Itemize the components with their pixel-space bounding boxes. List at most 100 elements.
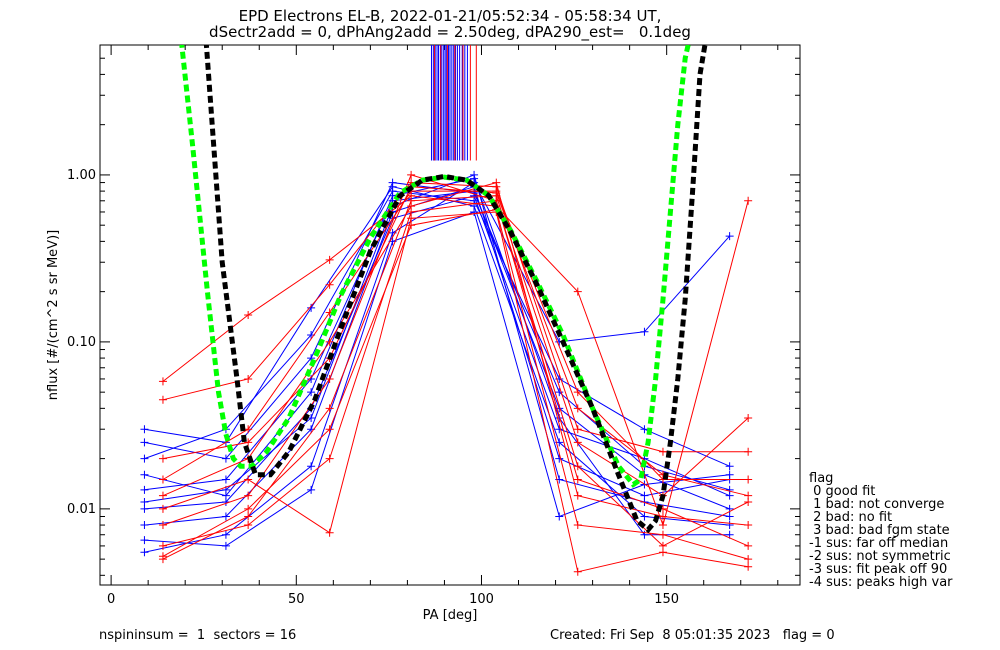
legend-item: -1 sus: far off median xyxy=(809,536,949,551)
data-point xyxy=(744,447,753,456)
legend-item: 0 good fit xyxy=(809,484,876,499)
data-point xyxy=(140,454,149,463)
data-point xyxy=(555,512,564,521)
data-point xyxy=(744,555,753,564)
fit-curve-black xyxy=(203,45,708,534)
data-point xyxy=(658,530,667,539)
data-point xyxy=(140,485,149,494)
series-line xyxy=(144,178,730,536)
data-point xyxy=(573,475,582,484)
series-line xyxy=(162,174,749,547)
fit-curve-green xyxy=(179,45,691,488)
data-point xyxy=(158,475,167,484)
footer-left: nspininsum = 1 sectors = 16 xyxy=(99,628,297,643)
data-point xyxy=(744,491,753,500)
series-line xyxy=(144,174,730,517)
data-point xyxy=(158,491,167,500)
data-point xyxy=(158,541,167,550)
data-point xyxy=(658,521,667,530)
data-point xyxy=(325,280,334,289)
peak-lines-group xyxy=(430,45,477,161)
plot-area xyxy=(140,45,753,576)
data-point xyxy=(744,521,753,530)
x-tick-label: 100 xyxy=(469,592,494,607)
data-point xyxy=(407,170,416,179)
data-point xyxy=(555,388,564,397)
data-point xyxy=(325,255,334,264)
y-axis-label: nflux [#/(cm^2 s sr MeV)] xyxy=(46,230,61,400)
legend-item: -3 sus: fit peak off 90 xyxy=(809,562,948,577)
data-point xyxy=(325,374,334,383)
series-line xyxy=(162,211,749,573)
series-group xyxy=(140,170,753,576)
data-point xyxy=(725,485,734,494)
data-point xyxy=(725,232,734,241)
data-point xyxy=(244,475,253,484)
data-point xyxy=(573,404,582,413)
data-point xyxy=(325,454,334,463)
data-point xyxy=(725,470,734,479)
data-point xyxy=(140,521,149,530)
y-tick-label: 0.10 xyxy=(67,335,96,350)
data-point xyxy=(640,327,649,336)
data-point xyxy=(244,374,253,383)
legend-title: flag xyxy=(809,471,834,486)
x-axis-label: PA [deg] xyxy=(423,608,478,623)
data-point xyxy=(158,377,167,386)
data-point xyxy=(244,438,253,447)
data-point xyxy=(640,530,649,539)
data-point xyxy=(725,521,734,530)
data-point xyxy=(307,303,316,312)
data-point xyxy=(158,395,167,404)
legend-item: -4 sus: peaks high var xyxy=(809,575,953,590)
data-point xyxy=(573,567,582,576)
fit-curves-group xyxy=(179,45,708,534)
data-point xyxy=(221,541,230,550)
data-point xyxy=(158,454,167,463)
data-point xyxy=(470,207,479,216)
series-line xyxy=(162,190,749,480)
data-point xyxy=(744,541,753,550)
series-line xyxy=(162,195,749,560)
data-point xyxy=(325,425,334,434)
data-point xyxy=(470,170,479,179)
data-point xyxy=(573,425,582,434)
legend-item: 3 bad: bad fgm state xyxy=(809,523,950,538)
data-point xyxy=(140,470,149,479)
series-line xyxy=(162,209,749,560)
footer-right: Created: Fri Sep 8 05:01:35 2023 flag = … xyxy=(550,628,835,643)
data-point xyxy=(140,548,149,557)
data-point xyxy=(221,475,230,484)
data-point xyxy=(744,475,753,484)
legend-item: 1 bad: not converge xyxy=(809,497,945,512)
data-point xyxy=(573,438,582,447)
data-point xyxy=(725,512,734,521)
data-point xyxy=(573,462,582,471)
data-point xyxy=(244,491,253,500)
data-point xyxy=(744,562,753,571)
data-point xyxy=(140,536,149,545)
y-tick-label: 0.01 xyxy=(67,502,96,517)
data-point xyxy=(492,188,501,197)
data-point xyxy=(140,425,149,434)
data-point xyxy=(658,541,667,550)
y-tick-label: 1.00 xyxy=(67,168,96,183)
data-point xyxy=(325,528,334,537)
series-line xyxy=(162,186,749,497)
data-point xyxy=(573,287,582,296)
data-point xyxy=(640,512,649,521)
data-point xyxy=(325,337,334,346)
data-point xyxy=(221,512,230,521)
data-point xyxy=(658,512,667,521)
data-point xyxy=(244,521,253,530)
series-line xyxy=(144,181,730,553)
series-line xyxy=(162,181,749,526)
data-point xyxy=(407,214,416,223)
legend: flag 0 good fit 1 bad: not converge 2 ba… xyxy=(809,472,953,589)
data-point xyxy=(244,512,253,521)
data-point xyxy=(221,454,230,463)
chart-title-line1: EPD Electrons EL-B, 2022-01-21/05:52:34 … xyxy=(238,7,662,25)
data-point xyxy=(244,504,253,513)
data-point xyxy=(640,425,649,434)
